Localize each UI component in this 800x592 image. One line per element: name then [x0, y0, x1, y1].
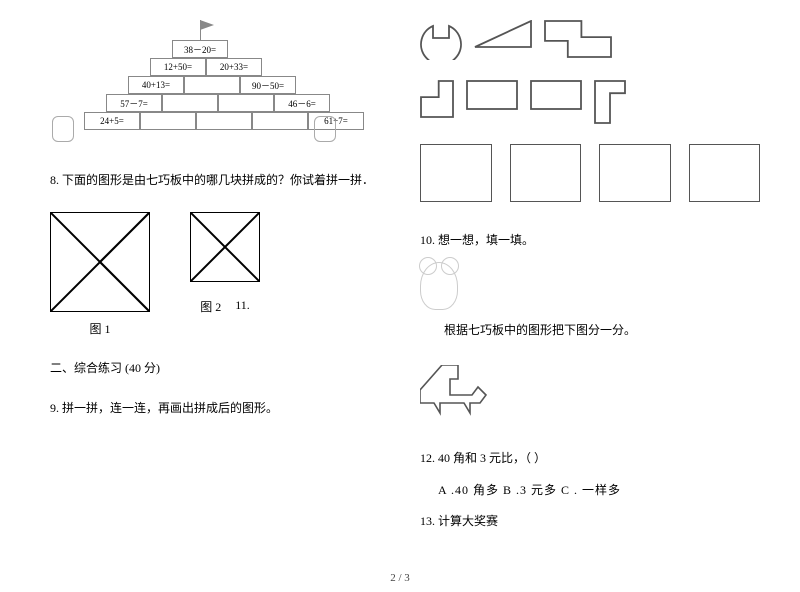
- pyramid-brick: [162, 94, 218, 112]
- section-2-heading: 二、综合练习 (40 分): [50, 359, 380, 376]
- empty-square: [510, 144, 582, 202]
- tangram-piece: [420, 80, 454, 118]
- shapes-row-top: [420, 20, 760, 60]
- tangram-figures: 图 1 图 2 11.: [50, 212, 380, 337]
- tangram-piece: [530, 80, 582, 110]
- pyramid-brick: [196, 112, 252, 130]
- figure-2-label: 图 2: [200, 298, 221, 315]
- pyramid-brick: 57－7=: [106, 94, 162, 112]
- question-12-options: A .40 角多 B .3 元多 C . 一样多: [420, 480, 760, 502]
- flag-icon: [200, 20, 201, 40]
- empty-square: [689, 144, 761, 202]
- pyramid-brick: 20+33=: [206, 58, 262, 76]
- tangram-figure-1: [50, 212, 150, 312]
- shapes-row-mid: [420, 80, 760, 124]
- tangram-piece: [420, 20, 462, 60]
- empty-square: [420, 144, 492, 202]
- question-13: 13. 计算大奖赛: [420, 511, 760, 533]
- pyramid-brick: [218, 94, 274, 112]
- math-pyramid: 38－20=12+50=20+33= 40+13= 90－50= 57－7= 46－6=…: [50, 20, 350, 150]
- pyramid-brick: 24+5=: [84, 112, 140, 130]
- number-11: 11.: [235, 298, 250, 315]
- pyramid-brick: 90－50=: [240, 76, 296, 94]
- tangram-piece: [466, 80, 518, 110]
- pyramid-brick: 46－6=: [274, 94, 330, 112]
- pyramid-brick: [140, 112, 196, 130]
- mouse-icon: [420, 262, 458, 310]
- question-9: 9. 拼一拼，连一连，再画出拼成后的图形。: [50, 398, 380, 420]
- tangram-figure-2: [190, 212, 260, 282]
- bird-outline: [420, 365, 510, 420]
- tangram-piece: [474, 20, 532, 48]
- mascot-left-icon: [52, 116, 74, 142]
- pyramid-brick: 40+13=: [128, 76, 184, 94]
- pyramid-brick: 12+50=: [150, 58, 206, 76]
- pyramid-brick: 38－20=: [172, 40, 228, 58]
- pyramid-brick: [252, 112, 308, 130]
- empty-square: [599, 144, 671, 202]
- figure-1-label: 图 1: [89, 320, 110, 337]
- question-10: 10. 想一想，填一填。: [420, 230, 760, 252]
- square-row: [420, 144, 760, 202]
- question-11-text: 根据七巧板中的图形把下图分一分。: [420, 320, 760, 342]
- mascot-right-icon: [314, 116, 336, 142]
- question-12: 12. 40 角和 3 元比，（ ）: [420, 448, 760, 470]
- question-8: 8. 下面的图形是由七巧板中的哪几块拼成的？你试着拼一拼．: [50, 170, 380, 192]
- pyramid-brick: [184, 76, 240, 94]
- tangram-piece: [594, 80, 626, 124]
- page-number: 2 / 3: [0, 572, 800, 584]
- tangram-piece: [544, 20, 612, 58]
